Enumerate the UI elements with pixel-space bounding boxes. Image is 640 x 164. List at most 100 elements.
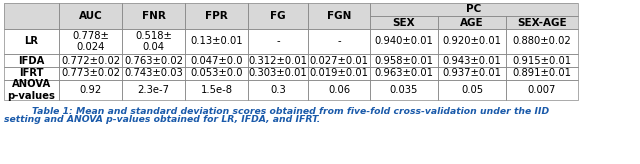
- Bar: [248, 80, 308, 100]
- Text: -: -: [337, 37, 341, 47]
- Bar: [59, 80, 122, 100]
- Bar: [308, 3, 370, 29]
- Text: 0.963±0.01: 0.963±0.01: [374, 69, 433, 79]
- Text: FGN: FGN: [327, 11, 351, 21]
- Text: 0.943±0.01: 0.943±0.01: [443, 55, 501, 65]
- Bar: [506, 29, 578, 54]
- Text: 0.778±
0.024: 0.778± 0.024: [72, 31, 109, 52]
- Text: -: -: [276, 37, 280, 47]
- Bar: [122, 80, 185, 100]
- Bar: [185, 29, 248, 54]
- Bar: [370, 3, 578, 16]
- Bar: [438, 16, 506, 29]
- Text: 0.027±0.01: 0.027±0.01: [310, 55, 369, 65]
- Text: AUC: AUC: [79, 11, 102, 21]
- Text: 1.5e-8: 1.5e-8: [200, 85, 232, 95]
- Bar: [59, 29, 122, 54]
- Text: Table 1: Mean and standard deviation scores obtained from five-fold cross-valida: Table 1: Mean and standard deviation sco…: [32, 106, 549, 115]
- Text: FPR: FPR: [205, 11, 228, 21]
- Text: 0.920±0.01: 0.920±0.01: [442, 37, 502, 47]
- Bar: [4, 29, 59, 54]
- Text: 0.773±0.02: 0.773±0.02: [61, 69, 120, 79]
- Bar: [308, 80, 370, 100]
- Text: AGE: AGE: [460, 18, 484, 28]
- Text: 0.312±0.01: 0.312±0.01: [248, 55, 307, 65]
- Text: 0.891±0.01: 0.891±0.01: [513, 69, 572, 79]
- Text: 0.303±0.01: 0.303±0.01: [248, 69, 307, 79]
- Text: SEX: SEX: [393, 18, 415, 28]
- Text: 2.3e-7: 2.3e-7: [138, 85, 170, 95]
- Bar: [248, 3, 308, 29]
- Bar: [185, 3, 248, 29]
- Bar: [248, 29, 308, 54]
- Bar: [506, 67, 578, 80]
- Text: 0.958±0.01: 0.958±0.01: [374, 55, 433, 65]
- Bar: [122, 29, 185, 54]
- Text: ANOVA
p-values: ANOVA p-values: [8, 79, 56, 101]
- Bar: [308, 67, 370, 80]
- Text: 0.518±
0.04: 0.518± 0.04: [135, 31, 172, 52]
- Bar: [122, 3, 185, 29]
- Text: PC: PC: [467, 4, 482, 14]
- Bar: [185, 54, 248, 67]
- Bar: [308, 3, 370, 29]
- Text: 0.13±0.01: 0.13±0.01: [190, 37, 243, 47]
- Bar: [59, 54, 122, 67]
- Bar: [4, 3, 59, 29]
- Bar: [438, 54, 506, 67]
- Text: SEX-AGE: SEX-AGE: [517, 18, 567, 28]
- Text: 0.3: 0.3: [270, 85, 286, 95]
- Text: FNR: FNR: [141, 11, 165, 21]
- Bar: [438, 16, 506, 29]
- Text: 0.019±0.01: 0.019±0.01: [310, 69, 369, 79]
- Text: 0.06: 0.06: [328, 85, 350, 95]
- Bar: [59, 3, 122, 29]
- Bar: [506, 16, 578, 29]
- Bar: [185, 3, 248, 29]
- Bar: [308, 29, 370, 54]
- Bar: [438, 67, 506, 80]
- Bar: [370, 29, 438, 54]
- Bar: [185, 67, 248, 80]
- Bar: [248, 54, 308, 67]
- Bar: [438, 29, 506, 54]
- Bar: [59, 67, 122, 80]
- Text: LR: LR: [24, 37, 38, 47]
- Text: IFRT: IFRT: [19, 69, 44, 79]
- Text: 0.92: 0.92: [79, 85, 102, 95]
- Bar: [122, 67, 185, 80]
- Bar: [370, 16, 438, 29]
- Bar: [370, 67, 438, 80]
- Text: 0.743±0.03: 0.743±0.03: [124, 69, 183, 79]
- Bar: [506, 54, 578, 67]
- Text: 0.880±0.02: 0.880±0.02: [513, 37, 572, 47]
- Text: 0.047±0.0: 0.047±0.0: [190, 55, 243, 65]
- Bar: [308, 54, 370, 67]
- Text: 0.915±0.01: 0.915±0.01: [513, 55, 572, 65]
- Bar: [506, 16, 578, 29]
- Text: 0.035: 0.035: [390, 85, 418, 95]
- Bar: [370, 3, 578, 16]
- Text: setting and ANOVA p-values obtained for LR, IFDA, and IFRT.: setting and ANOVA p-values obtained for …: [4, 114, 320, 123]
- Text: 0.05: 0.05: [461, 85, 483, 95]
- Bar: [248, 67, 308, 80]
- Bar: [4, 80, 59, 100]
- Bar: [122, 54, 185, 67]
- Bar: [185, 80, 248, 100]
- Bar: [506, 80, 578, 100]
- Text: 0.772±0.02: 0.772±0.02: [61, 55, 120, 65]
- Text: 0.763±0.02: 0.763±0.02: [124, 55, 183, 65]
- Bar: [370, 80, 438, 100]
- Bar: [248, 3, 308, 29]
- Text: FG: FG: [270, 11, 286, 21]
- Bar: [59, 3, 122, 29]
- Text: IFDA: IFDA: [19, 55, 45, 65]
- Bar: [122, 3, 185, 29]
- Bar: [370, 16, 438, 29]
- Bar: [4, 67, 59, 80]
- Bar: [4, 3, 59, 29]
- Bar: [4, 54, 59, 67]
- Text: 0.937±0.01: 0.937±0.01: [442, 69, 502, 79]
- Text: 0.940±0.01: 0.940±0.01: [374, 37, 433, 47]
- Text: 0.053±0.0: 0.053±0.0: [190, 69, 243, 79]
